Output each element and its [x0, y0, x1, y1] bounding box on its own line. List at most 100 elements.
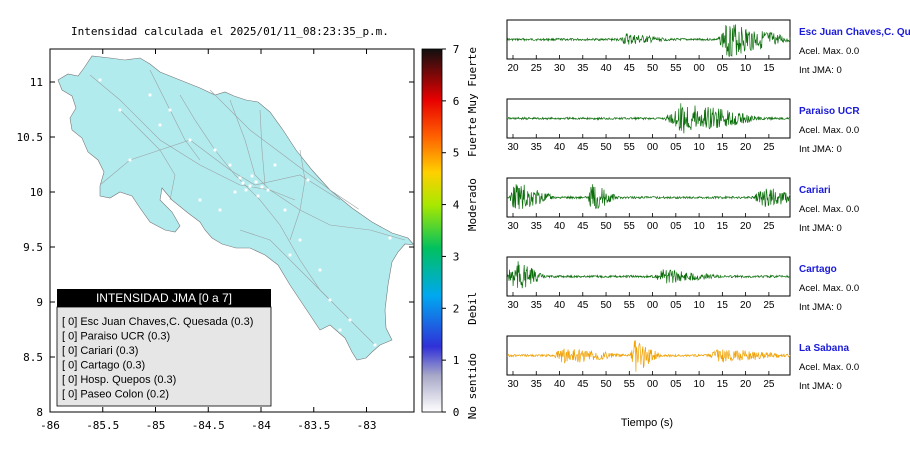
colorbar-tick-label: 0 [453, 406, 460, 419]
station-name: La Sabana [799, 343, 849, 354]
town-marker [288, 253, 292, 257]
station-int-jma: Int JMA: 0 [799, 223, 842, 234]
road [119, 109, 176, 201]
time-tick-label: 25 [763, 142, 775, 153]
time-tick-label: 05 [717, 63, 729, 74]
time-tick-label: 00 [647, 300, 659, 311]
time-tick-label: 25 [763, 379, 775, 390]
road [239, 229, 331, 301]
road-network [89, 69, 406, 346]
time-tick-label: 05 [670, 379, 682, 390]
colorbar-tick-label: 5 [453, 147, 460, 160]
colorbar [421, 48, 443, 413]
legend-item: [ 0] Cariari (0.3) [62, 345, 138, 357]
legend-item: [ 0] Esc Juan Chaves,C. Quesada (0.3) [62, 316, 253, 328]
time-tick-label: 00 [647, 142, 659, 153]
seismogram-trace [506, 103, 791, 134]
time-tick-label: 50 [600, 142, 612, 153]
colorbar-category-label: Muy Fuerte [466, 47, 479, 113]
legend-item: [ 0] Cartago (0.3) [62, 360, 145, 372]
time-tick-label: 45 [577, 379, 589, 390]
x-tick-label: -85 [146, 419, 166, 432]
time-tick-label: 55 [624, 379, 636, 390]
town-marker [98, 78, 102, 82]
road [209, 89, 361, 211]
station-acel-max: Acel. Max. 0.0 [799, 283, 859, 294]
time-tick-label: 45 [624, 63, 636, 74]
legend-title: INTENSIDAD JMA [0 a 7] [96, 291, 232, 305]
time-tick-label: 40 [554, 379, 566, 390]
time-tick-label: 20 [740, 221, 752, 232]
time-tick-label: 10 [694, 379, 706, 390]
time-tick-label: 45 [577, 221, 589, 232]
station-acel-max: Acel. Max. 0.0 [799, 125, 859, 136]
x-tick-label: -83.5 [297, 419, 330, 432]
time-tick-label: 30 [507, 379, 519, 390]
town-marker [238, 176, 242, 180]
legend-item: [ 0] Hosp. Quepos (0.3) [62, 374, 176, 386]
town-marker [233, 190, 237, 194]
station-acel-max: Acel. Max. 0.0 [799, 46, 859, 57]
time-tick-label: 35 [531, 142, 543, 153]
station-name: Cariari [799, 185, 831, 196]
town-marker [250, 174, 254, 178]
legend-box [56, 306, 272, 407]
station-name: Cartago [799, 264, 837, 275]
town-marker [283, 208, 287, 212]
town-marker [148, 93, 152, 97]
time-tick-label: 10 [740, 63, 752, 74]
y-tick-label: 10 [30, 186, 43, 199]
x-tick-label: -83 [357, 419, 377, 432]
town-marker [358, 208, 362, 212]
town-marker [266, 188, 270, 192]
town-marker [388, 236, 392, 240]
x-tick-label: -85.5 [86, 419, 119, 432]
time-tick-label: 15 [717, 221, 729, 232]
seismogram-panel: 20 25 30 35 40 45 50 55 00 05 10 15 Esc Juan Chaves,… [506, 19, 910, 392]
town-marker [218, 208, 222, 212]
seismogram: 20 25 30 35 40 45 50 55 00 05 10 15 Esc Juan Chaves,… [506, 19, 910, 76]
y-tick-label: 9.5 [23, 241, 43, 254]
time-tick-label: 50 [600, 221, 612, 232]
road [289, 149, 306, 241]
time-tick-label: 30 [554, 63, 566, 74]
town-marker [198, 198, 202, 202]
station-int-jma: Int JMA: 0 [799, 144, 842, 155]
time-tick-label: 45 [577, 300, 589, 311]
station-name: Paraiso UCR [799, 106, 860, 117]
town-marker [168, 108, 172, 112]
time-tick-label: 35 [531, 300, 543, 311]
town-marker [241, 181, 245, 185]
map-x-axis: -86 -85.5 -85 -84.5 -84 -83.5 -83 [40, 49, 376, 432]
map-y-axis: 11 10.5 10 9.5 9 8.5 8 [17, 76, 414, 419]
y-tick-label: 10.5 [17, 131, 44, 144]
town-marker [348, 318, 352, 322]
station-int-jma: Int JMA: 0 [799, 65, 842, 76]
time-tick-label: 40 [554, 300, 566, 311]
colorbar-labels: No sentido Debil Moderado Fuerte Muy Fuerte [466, 47, 479, 419]
station-int-jma: Int JMA: 0 [799, 302, 842, 313]
time-tick-label: 05 [670, 142, 682, 153]
town-marker [306, 178, 310, 182]
road [229, 99, 296, 201]
time-tick-label: 15 [717, 142, 729, 153]
town-markers [98, 78, 392, 347]
time-tick-label: 10 [694, 142, 706, 153]
time-tick-label: 10 [694, 300, 706, 311]
seismogram-trace [506, 340, 791, 372]
time-tick-label: 50 [600, 300, 612, 311]
time-tick-label: 25 [763, 300, 775, 311]
y-tick-label: 8 [36, 406, 43, 419]
time-tick-label: 35 [577, 63, 589, 74]
town-marker [338, 328, 342, 332]
road [89, 74, 406, 241]
town-marker [254, 180, 258, 184]
station-name: Esc Juan Chaves,C. Qu [799, 27, 910, 38]
x-tick-label: -84.5 [192, 419, 225, 432]
time-tick-label: 30 [507, 221, 519, 232]
time-tick-label: 00 [694, 63, 706, 74]
town-marker [256, 194, 260, 198]
town-marker [298, 238, 302, 242]
costa-rica-land [57, 55, 414, 361]
time-tick-label: 05 [670, 300, 682, 311]
